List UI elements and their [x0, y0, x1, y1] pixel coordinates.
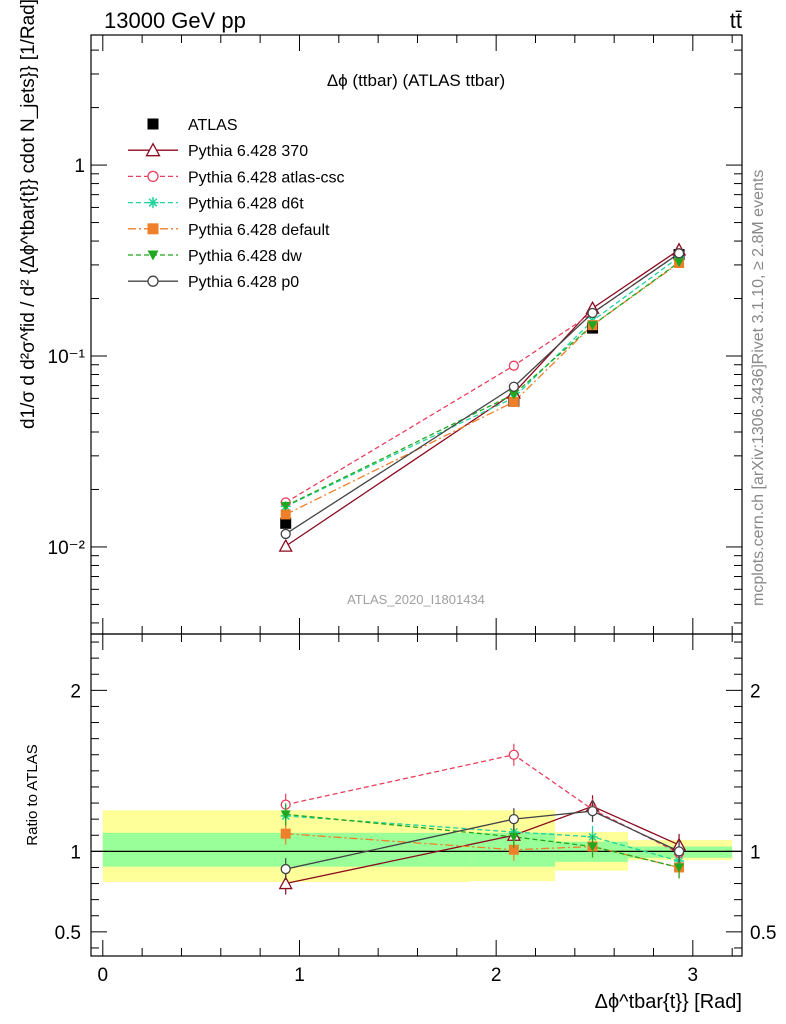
- x-axis-label: Δϕ^tbar{t}} [Rad]: [595, 991, 742, 1013]
- main-series-line: [285, 252, 680, 504]
- main-series-markers: [278, 242, 687, 552]
- ratio-data-point: [674, 863, 685, 873]
- legend-marker: [147, 118, 159, 130]
- ratio-data-point: [280, 828, 291, 839]
- legend-marker: [145, 142, 161, 157]
- legend-label: Pythia 6.428 dw: [188, 248, 302, 265]
- ratio-frame: [90, 633, 743, 957]
- main-data-point: [278, 538, 293, 552]
- ratio-data-point: [587, 842, 598, 852]
- ratio-uncertainty-bands: [102, 810, 733, 882]
- ratio-series-line: [285, 805, 680, 885]
- legend-label: Pythia 6.428 p0: [188, 274, 299, 291]
- rivet-label: Rivet 3.1.10, ≥ 2.8M events: [750, 170, 767, 365]
- legend-label: Pythia 6.428 d6t: [188, 196, 304, 213]
- legend-marker: [147, 170, 159, 183]
- ratio-data-point: [508, 832, 519, 842]
- main-y-tick-label: 10⁻²: [48, 538, 86, 559]
- main-data-point: [280, 509, 291, 520]
- legend-label: ATLAS: [188, 117, 238, 134]
- ratio-y-tick-label: 1: [70, 842, 81, 863]
- legend-label: Pythia 6.428 atlas-csc: [188, 169, 345, 186]
- ratio-series-line: [285, 815, 680, 862]
- ratio-y-tick-label-right: 2: [750, 681, 761, 702]
- main-data-point: [673, 248, 685, 259]
- ratio-y-tick-label-right: 1: [750, 842, 761, 863]
- main-data-point: [280, 528, 291, 540]
- legend-marker: [147, 250, 159, 261]
- process-label: tt̄: [730, 8, 742, 33]
- main-y-axis-label: d1/σ d d²σ^fid / d² {Δϕ^tbar{t}} cdot N_…: [18, 0, 39, 429]
- analysis-watermark: ATLAS_2020_I1801434: [347, 592, 485, 607]
- main-panel: 10⁻² 10⁻¹ 1 Δϕ (ttbar) (ATLAS ttbar) ATLAS…: [18, 0, 743, 635]
- main-data-point: [587, 321, 598, 331]
- main-y-tick-label: 1: [74, 156, 85, 177]
- ratio-panel: 0.5 0.5 1 1 2 2 0 1 2 3 Ratio to ATLAS Δϕ^tbar{t…: [24, 633, 776, 1013]
- main-data-point: [674, 258, 685, 268]
- legend: ATLAS Pythia 6.428 370 Pythia 6.428 atlas-…: [128, 117, 345, 291]
- legend-label: Pythia 6.428 370: [188, 143, 308, 160]
- legend-marker: [147, 197, 159, 209]
- main-y-ticks: 10⁻² 10⁻¹ 1: [48, 49, 742, 624]
- main-data-point: [280, 517, 292, 529]
- ratio-y-tick-label-right: 0.5: [750, 923, 776, 944]
- ratio-series-markers: [278, 743, 687, 895]
- legend-marker: [147, 223, 159, 235]
- ratio-series-line: [285, 810, 680, 870]
- main-x-ticks: [102, 35, 733, 634]
- ratio-y-tick-label: 2: [70, 681, 81, 702]
- legend-label: Pythia 6.428 default: [188, 222, 330, 239]
- ratio-series-lines: [285, 754, 680, 885]
- ratio-data-point: [280, 863, 291, 875]
- x-tick-label: 3: [688, 965, 699, 986]
- main-title: Δϕ (ttbar) (ATLAS ttbar): [327, 71, 505, 90]
- energy-label: 13000 GeV pp: [104, 8, 246, 33]
- ratio-data-point: [673, 846, 685, 857]
- x-tick-label: 2: [491, 965, 502, 986]
- mcplots-label: mcplots.cern.ch [arXiv:1306.3436]: [750, 364, 767, 606]
- x-tick-label: 1: [294, 965, 305, 986]
- ratio-y-ticks: 0.5 0.5 1 1 2 2: [55, 641, 776, 949]
- ratio-data-point: [508, 844, 519, 855]
- main-data-point: [280, 501, 291, 511]
- x-tick-label: 0: [98, 965, 109, 986]
- main-series-line: [285, 261, 680, 507]
- ratio-y-tick-label: 0.5: [55, 923, 81, 944]
- ratio-data-point: [587, 805, 598, 817]
- main-data-point: [587, 307, 598, 319]
- legend-marker: [147, 275, 159, 287]
- main-data-point: [508, 381, 520, 392]
- ratio-data-point: [280, 810, 291, 820]
- ratio-series-line: [285, 832, 680, 869]
- ratio-x-ticks: 0 1 2 3: [98, 634, 733, 986]
- ratio-data-point: [508, 749, 520, 760]
- main-series-lines: [285, 249, 680, 547]
- ratio-series-line: [285, 813, 680, 869]
- main-data-point: [508, 360, 520, 371]
- main-series-line: [285, 252, 680, 535]
- ratio-data-point: [278, 876, 293, 890]
- main-y-tick-label: 10⁻¹: [48, 347, 86, 368]
- ratio-data-point: [508, 814, 520, 825]
- main-data-point: [508, 396, 519, 407]
- main-data-point: [508, 390, 519, 400]
- ratio-y-axis-label: Ratio to ATLAS: [24, 744, 41, 845]
